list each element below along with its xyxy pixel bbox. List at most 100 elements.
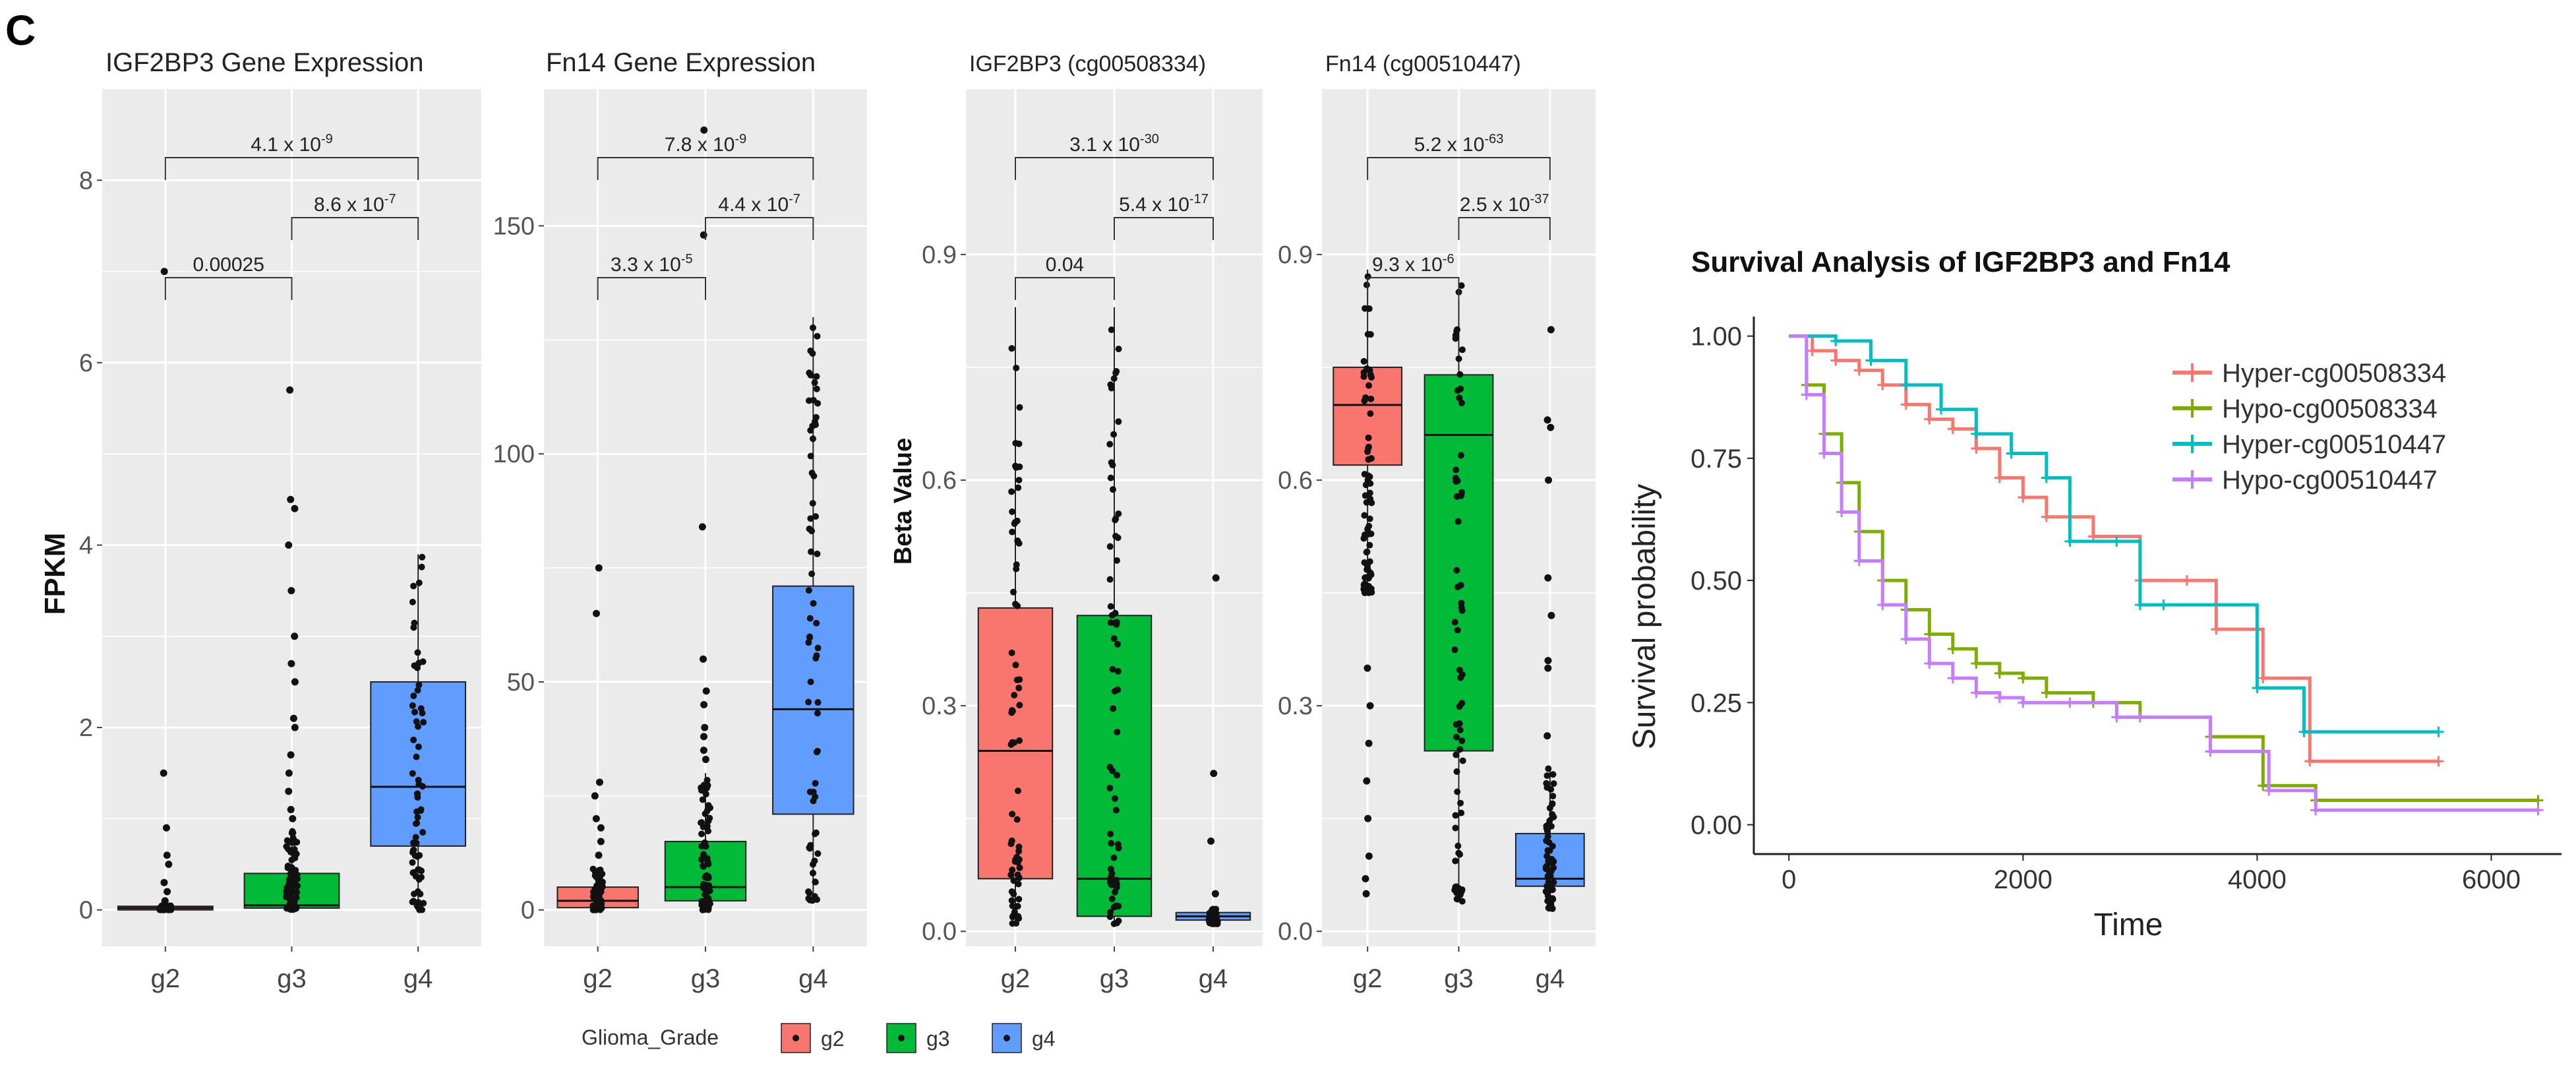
data-point bbox=[1456, 891, 1464, 898]
data-point bbox=[1106, 576, 1114, 583]
outlier-point bbox=[1207, 837, 1215, 845]
data-point bbox=[413, 718, 420, 725]
data-point bbox=[417, 874, 425, 881]
data-point bbox=[805, 888, 812, 896]
data-point bbox=[1457, 452, 1464, 459]
data-point bbox=[810, 599, 817, 607]
data-point bbox=[704, 906, 711, 913]
data-point bbox=[1458, 399, 1465, 406]
p-value-label: 2.5 x 10-37 bbox=[1460, 192, 1549, 216]
data-point bbox=[283, 843, 290, 850]
data-point bbox=[1452, 857, 1459, 865]
data-point bbox=[700, 862, 707, 869]
p-value-label: 8.6 x 10-7 bbox=[314, 192, 396, 216]
censor-mark bbox=[2041, 687, 2052, 698]
x-tick-label-g4: g4 bbox=[798, 964, 828, 993]
censor-mark bbox=[2018, 697, 2029, 708]
data-point bbox=[699, 796, 706, 803]
data-point bbox=[1008, 649, 1015, 656]
data-point bbox=[1454, 884, 1462, 892]
outlier-point bbox=[701, 723, 709, 731]
data-point bbox=[1365, 522, 1373, 530]
data-point bbox=[419, 553, 426, 561]
p-value-label: 4.4 x 10-7 bbox=[718, 192, 800, 216]
outlier-point bbox=[1543, 732, 1551, 740]
data-point bbox=[1009, 902, 1016, 909]
data-point bbox=[1368, 374, 1375, 381]
data-point bbox=[1113, 557, 1120, 564]
data-point bbox=[812, 829, 820, 836]
data-point bbox=[1366, 558, 1373, 565]
data-point bbox=[1550, 858, 1557, 865]
outlier-point bbox=[1212, 574, 1220, 582]
data-point bbox=[1454, 788, 1461, 795]
data-point bbox=[1453, 493, 1460, 500]
data-point bbox=[411, 708, 419, 716]
x-tick-label-g2: g2 bbox=[1001, 964, 1031, 993]
data-point bbox=[698, 856, 705, 863]
data-point bbox=[411, 890, 418, 898]
outlier-point bbox=[595, 778, 603, 786]
censor-mark bbox=[2433, 756, 2444, 767]
censor-mark bbox=[1900, 379, 1911, 390]
data-point bbox=[1109, 665, 1116, 673]
data-point bbox=[1115, 418, 1122, 425]
data-point bbox=[1453, 751, 1460, 758]
data-point bbox=[413, 808, 421, 815]
significance-bracket bbox=[164, 277, 293, 300]
y-tick-label: 0.6 bbox=[1278, 467, 1313, 495]
data-point bbox=[1110, 635, 1118, 642]
outlier-point bbox=[291, 632, 299, 640]
outlier-point bbox=[699, 655, 707, 663]
y-tick-label: 0.0 bbox=[922, 918, 957, 946]
data-point bbox=[1361, 470, 1368, 477]
legend-label-g3: g3 bbox=[926, 1027, 950, 1051]
data-point bbox=[805, 698, 812, 706]
censor-mark bbox=[1853, 365, 1865, 376]
data-point bbox=[291, 845, 298, 853]
outlier-point bbox=[700, 701, 708, 709]
outlier-point bbox=[291, 723, 299, 731]
data-point bbox=[1107, 603, 1114, 610]
data-point bbox=[1362, 395, 1369, 402]
outlier-point bbox=[1547, 423, 1555, 431]
x-tick-label-g2: g2 bbox=[151, 964, 181, 993]
censor-mark bbox=[2211, 624, 2222, 635]
outlier-point bbox=[597, 838, 605, 845]
data-point bbox=[1009, 811, 1016, 818]
censor-mark bbox=[1947, 643, 1958, 654]
y-tick-label: 0.25 bbox=[1691, 689, 1742, 718]
plot-survival: 0.00 0.25 0.50 0.75 1.00 0 2000 4000 6000 Hyper-c… bbox=[1691, 317, 2561, 894]
panel-title-igf-expression: IGF2BP3 Gene Expression bbox=[105, 48, 423, 77]
data-point bbox=[1008, 837, 1015, 844]
data-point bbox=[1458, 898, 1466, 905]
data-point bbox=[1457, 582, 1464, 589]
data-point bbox=[1360, 535, 1367, 542]
outlier-point bbox=[591, 792, 599, 800]
data-point bbox=[806, 615, 814, 622]
outlier-point bbox=[1543, 416, 1551, 424]
data-point bbox=[1366, 473, 1373, 480]
censor-mark bbox=[2298, 726, 2310, 737]
outlier-point bbox=[164, 888, 171, 896]
data-point bbox=[410, 736, 417, 743]
data-point bbox=[1015, 476, 1023, 483]
outlier-point bbox=[595, 564, 603, 572]
outlier-point bbox=[287, 495, 295, 503]
data-point bbox=[1107, 474, 1114, 481]
outlier-point bbox=[160, 268, 168, 276]
censor-mark bbox=[1801, 389, 1812, 400]
data-point bbox=[1007, 741, 1015, 748]
outlier-point bbox=[1362, 875, 1369, 882]
data-point bbox=[812, 878, 819, 886]
data-point bbox=[1360, 373, 1367, 381]
data-point bbox=[706, 887, 713, 894]
data-point bbox=[409, 770, 416, 777]
data-point bbox=[419, 783, 426, 790]
x-tick-label-g2: g2 bbox=[583, 964, 613, 993]
survival-legend-label: Hypo-cg00510447 bbox=[2222, 466, 2438, 495]
significance-bracket bbox=[597, 157, 814, 180]
data-point bbox=[1009, 913, 1016, 921]
data-point bbox=[1008, 488, 1015, 495]
plot-fn14-expression: 0 50 100 150 g2 g3 g4 3.3 x 10-5 4.4 x 10-7 7.8 x… bbox=[493, 89, 867, 993]
